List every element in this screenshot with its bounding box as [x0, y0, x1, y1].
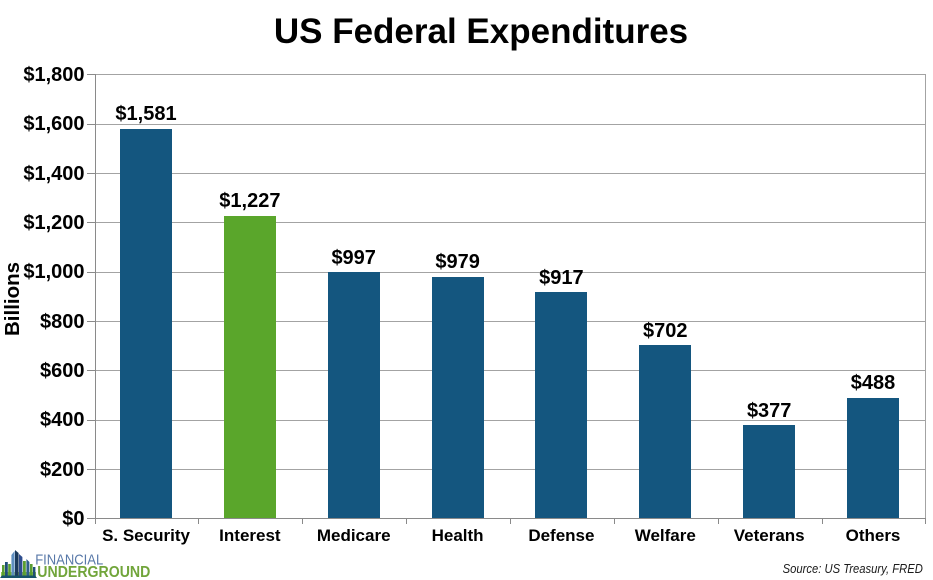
- svg-text:FINANCIAL: FINANCIAL: [35, 552, 103, 569]
- svg-text:UNDERGROUND: UNDERGROUND: [37, 564, 150, 580]
